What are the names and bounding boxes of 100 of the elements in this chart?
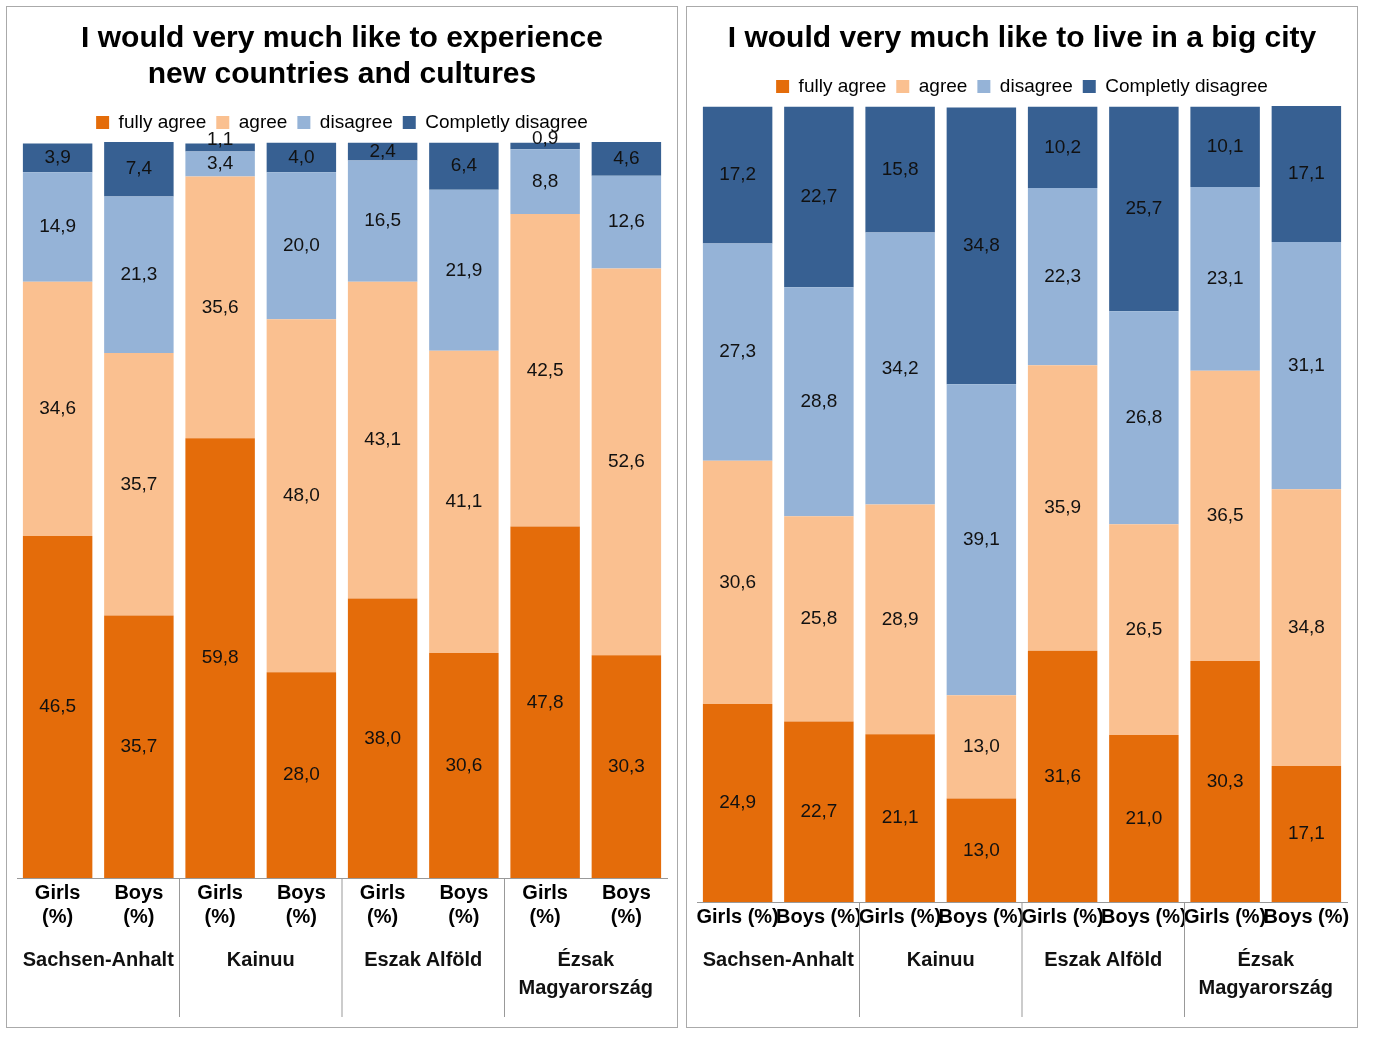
data-label: 24,9	[719, 791, 757, 813]
bar	[22, 536, 93, 878]
data-label: 41,1	[445, 490, 483, 512]
data-label: 30,6	[719, 570, 757, 592]
bar	[1109, 311, 1179, 525]
bar	[865, 734, 935, 902]
data-label: 36,5	[1206, 504, 1244, 526]
text: Ézsak Magyarország	[518, 947, 653, 998]
bar	[104, 615, 174, 878]
bar	[702, 106, 773, 244]
text: Ézsak Magyarország	[1198, 947, 1333, 998]
data-label: 17,2	[719, 163, 757, 185]
x-tick-label: Girls (%)	[359, 880, 406, 927]
data-label: 21,0	[1125, 806, 1163, 828]
data-label: 15,8	[881, 157, 919, 179]
text: Eszak Alföld	[364, 947, 483, 970]
data-label: 28,0	[282, 763, 320, 785]
data-label: 12,6	[607, 210, 645, 232]
bar	[784, 721, 854, 902]
data-label: 34,8	[962, 234, 1000, 256]
data-label: 10,1	[1206, 135, 1244, 157]
bar	[702, 243, 773, 461]
data-label: 8,8	[531, 169, 559, 191]
data-label: 21,1	[881, 806, 919, 828]
bar	[429, 653, 499, 878]
data-label: 17,1	[1287, 162, 1325, 184]
data-label: 16,5	[364, 209, 402, 231]
legend-label: agree	[238, 110, 288, 132]
bar	[1027, 365, 1098, 651]
bar	[784, 106, 854, 288]
text: Sachsen-Anhalt	[702, 947, 855, 970]
data-label: 46,5	[39, 695, 77, 717]
data-label: 26,8	[1125, 405, 1163, 427]
data-label: 21,9	[445, 258, 483, 280]
bar	[429, 350, 499, 654]
data-label: 13,0	[962, 838, 1000, 860]
data-label: 27,3	[719, 340, 757, 362]
x-tick-label: Girls (%)	[197, 880, 243, 927]
x-tick-label: Boys (%)	[114, 880, 164, 927]
bar	[22, 281, 93, 537]
bar	[591, 268, 662, 656]
x-tick-label: Girls (%)	[522, 880, 568, 927]
bar	[865, 232, 935, 505]
bar	[1027, 650, 1098, 902]
data-label: 10,2	[1044, 135, 1082, 157]
data-label: 52,6	[607, 450, 645, 472]
legend-label: disagree	[319, 110, 393, 132]
data-label: 38,0	[364, 726, 402, 748]
bar	[702, 703, 773, 902]
bar	[429, 189, 499, 351]
bar	[865, 504, 935, 735]
bar	[865, 106, 935, 233]
text: Eszak Alföld	[1044, 947, 1163, 970]
x-tick-label: Boys (%)	[439, 880, 489, 927]
data-label: 39,1	[962, 528, 1000, 550]
bar	[1190, 661, 1260, 902]
bar	[185, 151, 255, 177]
data-label: 43,1	[364, 428, 402, 450]
bar	[946, 384, 1017, 696]
data-label: 59,8	[201, 646, 239, 668]
chart-title: I would very much like to live in a big city	[727, 20, 1317, 54]
bar	[266, 672, 337, 878]
bar	[946, 695, 1017, 799]
data-label: 25,7	[1125, 197, 1163, 219]
x-tick-label: Girls (%)	[696, 904, 779, 927]
data-label: 17,1	[1287, 822, 1325, 844]
chart-title: I would very much like to experience new countries and cultures	[81, 20, 603, 90]
bar	[266, 172, 337, 320]
bar	[1271, 106, 1342, 242]
data-label: 28,9	[881, 607, 919, 629]
bar	[185, 176, 255, 439]
bar	[1190, 187, 1260, 371]
data-label: 34,6	[39, 397, 77, 419]
data-label: 28,8	[800, 390, 838, 412]
bar	[347, 598, 418, 878]
bar	[1190, 370, 1260, 662]
bar	[510, 149, 580, 215]
bar	[591, 655, 662, 878]
data-label: 14,9	[39, 215, 77, 237]
bar	[104, 353, 174, 616]
bar	[510, 526, 580, 878]
bar	[510, 214, 580, 527]
data-label: 35,9	[1044, 496, 1082, 518]
text: Kainuu	[906, 947, 975, 970]
bar	[185, 438, 255, 878]
data-label: 2,4	[369, 139, 397, 161]
bar	[266, 319, 337, 673]
bar	[22, 172, 93, 282]
data-label: 30,3	[1206, 769, 1244, 791]
x-tick-label: Boys (%)	[1263, 904, 1350, 927]
bar	[1271, 489, 1342, 767]
data-label: 20,0	[282, 233, 320, 255]
data-label: 4,6	[613, 147, 640, 169]
bar	[1271, 766, 1342, 902]
data-label: 31,6	[1044, 764, 1082, 786]
legend-label: Completly disagree	[1105, 74, 1268, 96]
data-label: 34,8	[1287, 615, 1325, 637]
bar	[104, 142, 174, 197]
data-label: 47,8	[526, 690, 564, 712]
data-label: 35,7	[120, 734, 158, 756]
